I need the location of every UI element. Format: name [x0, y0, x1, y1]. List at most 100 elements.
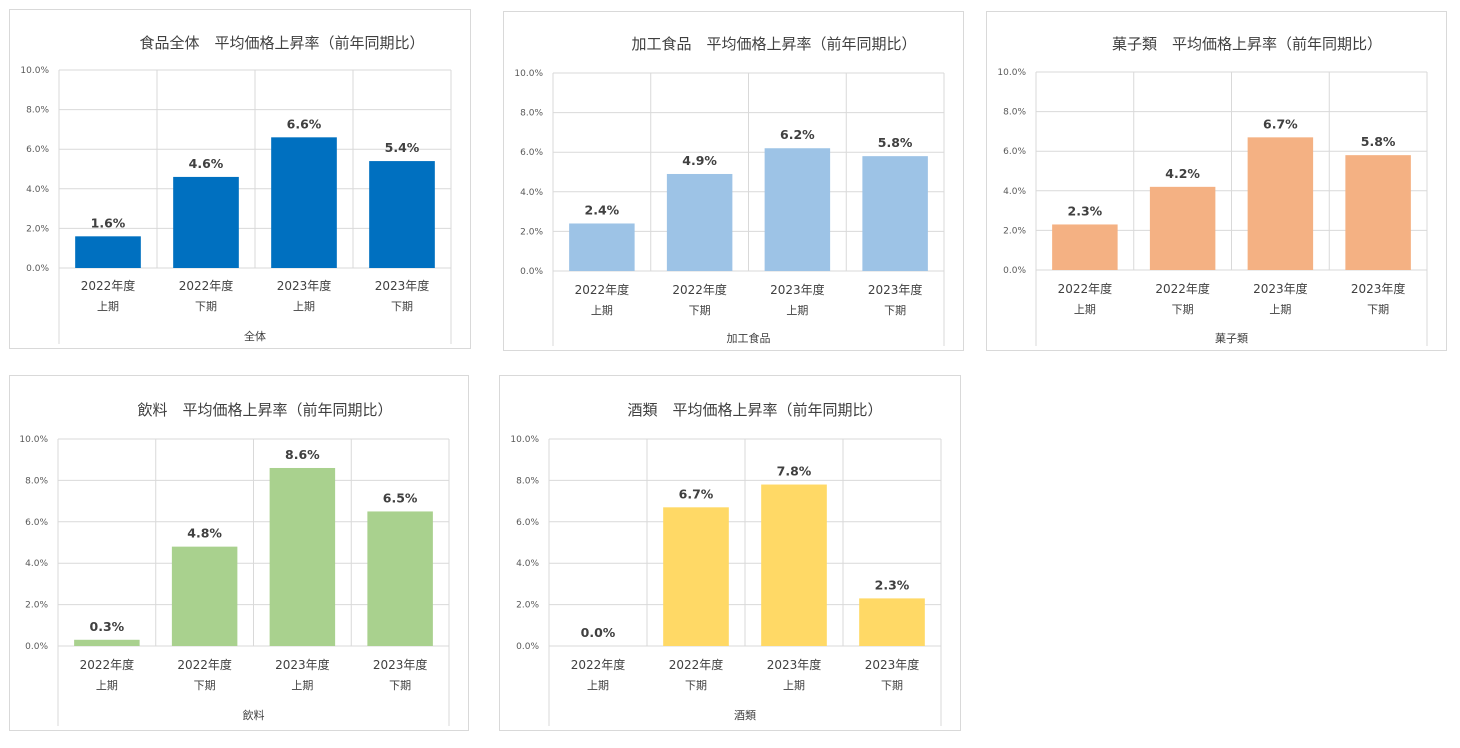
category-label-half: 下期 [195, 300, 217, 313]
y-tick-label: 2.0% [516, 601, 539, 611]
x-axis-group-label: 全体 [244, 329, 266, 343]
category-label-year: 2022年度 [80, 657, 135, 672]
chart-panel-sake: 酒類 平均価格上昇率（前年同期比） 0.0% 2.0% 4.0% 6.0% 8.0% 10.… [499, 375, 961, 731]
y-tick-label: 10.0% [510, 435, 539, 445]
bar [271, 137, 337, 268]
y-tick-label: 10.0% [20, 66, 49, 76]
x-axis-group-label: 菓子類 [1215, 332, 1248, 345]
chart-panel-kakou: 加工食品 平均価格上昇率（前年同期比） 0.0% 2.0% 4.0% 6.0% 8.0% 1… [503, 11, 964, 351]
bar [764, 148, 831, 271]
y-tick-label: 8.0% [26, 106, 49, 116]
category-label-half: 上期 [783, 679, 805, 692]
bar [74, 639, 140, 646]
y-tick-label: 2.0% [25, 601, 48, 611]
category-label-year: 2023年度 [1253, 281, 1308, 296]
category-label-half: 上期 [1269, 303, 1291, 316]
y-tick-label: 4.0% [520, 188, 543, 198]
bar [171, 546, 238, 646]
category-label-year: 2023年度 [373, 657, 428, 672]
bar [1345, 155, 1411, 270]
category-label-year: 2022年度 [81, 278, 136, 293]
category-label-half: 上期 [291, 679, 313, 692]
category-label-year: 2023年度 [375, 278, 430, 293]
category-label-half: 下期 [685, 679, 707, 692]
category-label-year: 2022年度 [571, 657, 626, 672]
chart-panel-zentai: 食品全体 平均価格上昇率（前年同期比） 0.0% 2.0% 4.0% 6.0% 8.0% 1… [9, 9, 471, 349]
bar-value-label: 2.3% [875, 577, 910, 592]
y-tick-label: 0.0% [1003, 266, 1026, 276]
bar-value-label: 7.8% [777, 464, 812, 479]
y-tick-label: 0.0% [516, 642, 539, 652]
y-tick-label: 6.0% [520, 148, 543, 158]
y-tick-label: 8.0% [1003, 108, 1026, 118]
y-tick-label: 4.0% [1003, 187, 1026, 197]
category-label-half: 上期 [786, 304, 808, 317]
chart-title: 菓子類 平均価格上昇率（前年同期比） [1112, 35, 1382, 53]
category-label-year: 2022年度 [672, 282, 727, 297]
bar-value-label: 4.6% [189, 156, 224, 171]
y-tick-label: 8.0% [520, 109, 543, 119]
category-label-year: 2023年度 [275, 657, 330, 672]
category-label-half: 下期 [389, 679, 411, 692]
bar-value-label: 1.6% [91, 215, 126, 230]
bar-value-label: 6.5% [383, 490, 418, 505]
x-axis-group-label: 加工食品 [727, 331, 771, 345]
category-label-year: 2022年度 [1155, 281, 1210, 296]
bar [1149, 186, 1216, 270]
bar [369, 161, 435, 268]
y-tick-label: 0.0% [25, 642, 48, 652]
bar [367, 511, 433, 646]
category-label-year: 2023年度 [868, 282, 923, 297]
chart-svg: 加工食品 平均価格上昇率（前年同期比） 0.0% 2.0% 4.0% 6.0% 8.0% 1… [514, 35, 945, 346]
y-tick-label: 8.0% [25, 476, 48, 486]
y-tick-label: 4.0% [26, 185, 49, 195]
y-tick-label: 6.0% [516, 518, 539, 528]
bar-value-label: 6.2% [780, 127, 815, 142]
category-label-year: 2023年度 [1351, 281, 1406, 296]
y-tick-label: 10.0% [19, 435, 48, 445]
y-tick-label: 6.0% [25, 518, 48, 528]
bar-value-label: 4.2% [1165, 166, 1200, 181]
category-label-year: 2022年度 [575, 282, 630, 297]
category-label-half: 下期 [391, 300, 413, 313]
x-axis-group-label: 酒類 [734, 709, 756, 722]
bar [1247, 137, 1314, 270]
bar-value-label: 8.6% [285, 447, 320, 462]
bar-value-label: 0.0% [581, 625, 616, 640]
y-tick-label: 2.0% [1003, 226, 1026, 236]
bar [862, 156, 928, 271]
y-tick-label: 8.0% [516, 476, 539, 486]
category-label-half: 下期 [1367, 303, 1389, 316]
y-tick-label: 4.0% [25, 559, 48, 569]
chart-svg: 菓子類 平均価格上昇率（前年同期比） 0.0% 2.0% 4.0% 6.0% 8.0% 10… [997, 35, 1428, 346]
bar [1052, 224, 1118, 270]
bar [75, 236, 141, 268]
bar-value-label: 5.8% [878, 135, 913, 150]
category-label-half: 下期 [689, 304, 711, 317]
category-label-half: 上期 [1074, 303, 1096, 316]
category-label-year: 2022年度 [177, 657, 232, 672]
bar-value-label: 6.6% [287, 116, 322, 131]
y-tick-label: 10.0% [514, 69, 543, 79]
bar-value-label: 4.8% [187, 526, 222, 541]
category-label-half: 上期 [96, 679, 118, 692]
y-tick-label: 6.0% [26, 145, 49, 155]
category-label-year: 2022年度 [1058, 281, 1113, 296]
y-tick-label: 10.0% [997, 68, 1026, 78]
chart-panel-kashi: 菓子類 平均価格上昇率（前年同期比） 0.0% 2.0% 4.0% 6.0% 8.0% 10… [986, 11, 1447, 351]
category-label-year: 2023年度 [865, 657, 920, 672]
chart-title: 食品全体 平均価格上昇率（前年同期比） [139, 34, 424, 52]
bar-value-label: 5.8% [1361, 134, 1396, 149]
y-tick-label: 0.0% [26, 264, 49, 274]
y-tick-label: 2.0% [520, 227, 543, 237]
bar-value-label: 2.3% [1068, 203, 1103, 218]
bar [173, 176, 239, 268]
chart-title: 飲料 平均価格上昇率（前年同期比） [137, 401, 392, 419]
bar [569, 223, 635, 271]
category-label-half: 下期 [1172, 303, 1194, 316]
y-tick-label: 0.0% [520, 267, 543, 277]
category-label-year: 2023年度 [770, 282, 825, 297]
bar-value-label: 4.9% [682, 153, 717, 168]
bar [666, 173, 733, 271]
y-tick-label: 2.0% [26, 224, 49, 234]
